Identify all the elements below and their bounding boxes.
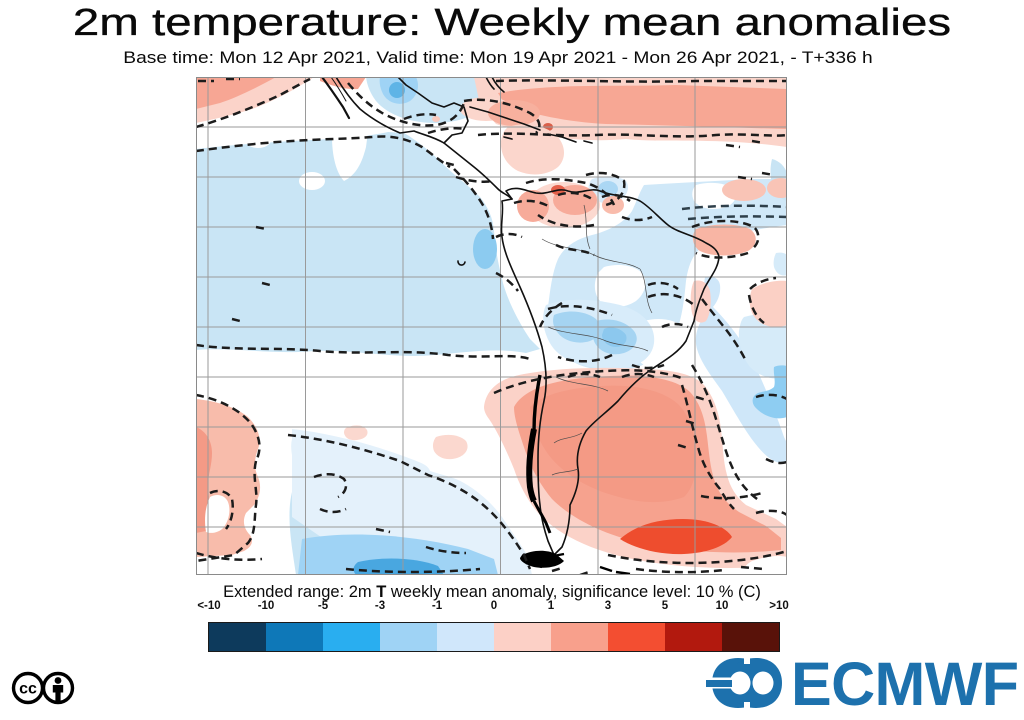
svg-text:cc: cc — [19, 681, 37, 698]
svg-text:ECMWF: ECMWF — [791, 655, 1019, 715]
